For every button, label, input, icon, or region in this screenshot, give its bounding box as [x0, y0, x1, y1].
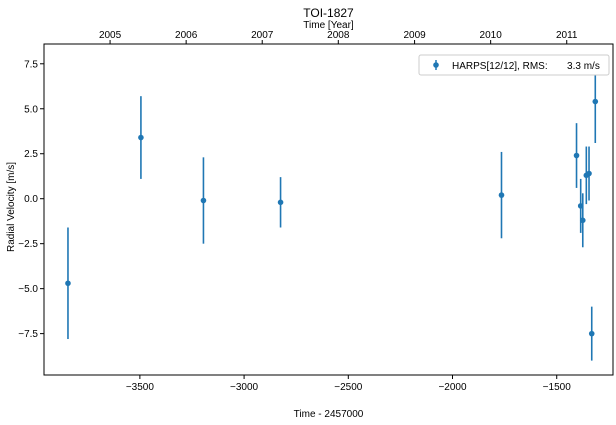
data-point	[579, 217, 586, 224]
y-tick-label: −7.5	[18, 329, 38, 340]
x-tick-label: −1500	[543, 382, 572, 393]
x2-tick-label: 2010	[480, 30, 503, 41]
x-tick-label: −2000	[438, 382, 467, 393]
x2-tick-label: 2009	[403, 30, 426, 41]
x2-tick-label: 2006	[175, 30, 198, 41]
x-tick-label: −2500	[334, 382, 363, 393]
data-point	[138, 134, 144, 141]
data-points	[65, 60, 599, 361]
y-tick-label: 2.5	[24, 149, 38, 160]
y-axis-label: Radial Velocity [m/s]	[6, 162, 17, 252]
chart-title: TOI-1827	[303, 6, 354, 20]
plot-area: −3500 −3000 −2500 −2000 −1500 −7.5 −5.0 −2.5 0.…	[18, 30, 614, 393]
y-tick-label: 0.0	[24, 194, 38, 205]
data-point	[65, 280, 71, 287]
y-tick-label: 5.0	[24, 104, 38, 115]
x2-tick-label: 2007	[251, 30, 274, 41]
data-point	[592, 98, 599, 105]
legend-box	[418, 54, 610, 76]
y-tick-label: −2.5	[18, 239, 38, 250]
y-tick-label: −5.0	[18, 284, 38, 295]
x2-tick-label: 2011	[556, 30, 578, 41]
y-tick-label: 7.5	[24, 59, 38, 70]
data-point	[498, 192, 505, 198]
data-point	[588, 330, 595, 337]
plot-frame	[43, 43, 614, 376]
y-axis-ticks: −7.5 −5.0 −2.5 0.0 2.5 5.0 7.5	[18, 59, 44, 340]
x-axis-ticks: −3500 −3000 −2500 −2000 −1500	[126, 375, 571, 393]
x2-axis-ticks: 2005 2006 2007 2008 2009 2010 2011	[99, 30, 578, 44]
data-point	[200, 197, 207, 204]
legend-marker-dot	[433, 62, 439, 68]
legend: HARPS[12/12], RMS: 3.3 m/s	[418, 54, 610, 76]
x2-tick-label: 2005	[99, 30, 122, 41]
x-axis-label: Time - 2457000	[294, 409, 364, 420]
x2-axis-label: Time [Year]	[303, 20, 354, 31]
data-point	[586, 170, 592, 177]
legend-entry-harps: HARPS[12/12], RMS: 3.3 m/s	[452, 61, 600, 72]
data-point	[277, 199, 284, 206]
x2-tick-label: 2008	[327, 30, 350, 41]
x-tick-label: −3000	[230, 382, 259, 393]
data-point	[573, 152, 580, 159]
x-tick-label: −3500	[126, 382, 155, 393]
